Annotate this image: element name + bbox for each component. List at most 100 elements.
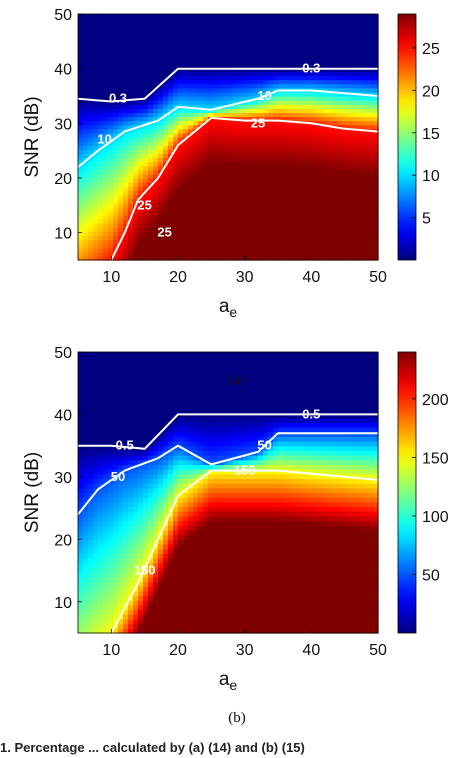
heatmap-cell xyxy=(113,79,119,85)
heatmap-cell xyxy=(118,539,124,545)
heatmap-cell xyxy=(333,63,339,68)
heatmap-cell xyxy=(93,120,99,126)
heatmap-cell xyxy=(283,14,289,19)
heatmap-cell xyxy=(268,141,274,146)
heatmap-cell xyxy=(373,149,379,154)
heatmap-cell xyxy=(203,247,209,253)
heatmap-cell xyxy=(338,18,344,23)
heatmap-cell xyxy=(188,553,194,559)
heatmap-cell xyxy=(203,42,209,48)
heatmap-cell xyxy=(253,104,259,109)
heatmap-cell xyxy=(93,375,99,381)
heatmap-cell xyxy=(168,50,174,56)
heatmap-cell xyxy=(318,26,324,31)
heatmap-cell xyxy=(333,112,339,118)
heatmap-cell xyxy=(153,219,159,224)
heatmap-cell xyxy=(123,548,129,554)
colorbar xyxy=(397,13,417,261)
heatmap-cell xyxy=(133,558,139,564)
heatmap-cell xyxy=(343,161,349,167)
heatmap-cell xyxy=(153,520,159,526)
heatmap-cell xyxy=(198,243,204,249)
heatmap-cell xyxy=(118,202,124,208)
heatmap-cell xyxy=(348,153,354,159)
heatmap-cell xyxy=(158,239,164,245)
heatmap-cell xyxy=(208,214,214,220)
heatmap-cell xyxy=(223,71,229,77)
heatmap-cell xyxy=(83,42,89,48)
heatmap-cell xyxy=(253,22,259,27)
heatmap-cell xyxy=(133,380,139,386)
heatmap-cell xyxy=(168,235,174,241)
heatmap-cell xyxy=(343,104,349,109)
heatmap-cell xyxy=(158,614,164,620)
heatmap-cell xyxy=(373,153,379,159)
heatmap-cell xyxy=(283,210,289,216)
heatmap-cell xyxy=(183,26,189,31)
heatmap-cell xyxy=(83,145,89,150)
heatmap-cell xyxy=(88,169,94,175)
heatmap-cell xyxy=(88,227,94,232)
heatmap-cell xyxy=(108,153,114,159)
heatmap-cell xyxy=(173,520,179,526)
heatmap-cell xyxy=(173,251,179,257)
heatmap-cell xyxy=(173,104,179,109)
heatmap-cell xyxy=(163,614,169,620)
heatmap-cell xyxy=(123,38,129,44)
heatmap-cell xyxy=(243,186,249,191)
heatmap-cell xyxy=(298,22,304,27)
heatmap-cell xyxy=(168,417,174,423)
heatmap-cell xyxy=(268,243,274,249)
heatmap-cell xyxy=(168,483,174,489)
heatmap-cell xyxy=(268,112,274,118)
heatmap-cell xyxy=(358,231,364,236)
heatmap-cell xyxy=(153,112,159,118)
heatmap-cell xyxy=(303,14,309,19)
heatmap-cell xyxy=(163,492,169,498)
heatmap-cell xyxy=(158,59,164,64)
heatmap-cell xyxy=(233,18,239,23)
heatmap-cell xyxy=(203,100,209,105)
heatmap-cell xyxy=(213,75,219,81)
heatmap-cell xyxy=(178,169,184,175)
heatmap-cell xyxy=(88,251,94,257)
heatmap-cell xyxy=(163,235,169,241)
heatmap-cell xyxy=(93,356,99,362)
heatmap-cell xyxy=(118,366,124,372)
heatmap-cell xyxy=(358,153,364,159)
heatmap-cell xyxy=(153,417,159,423)
heatmap-cell xyxy=(308,108,314,113)
heatmap-cell xyxy=(113,182,119,187)
heatmap-cell xyxy=(133,478,139,484)
heatmap-cell xyxy=(113,586,119,592)
heatmap-cell xyxy=(298,165,304,171)
heatmap-cell xyxy=(233,59,239,64)
heatmap-cell xyxy=(88,14,94,19)
heatmap-cell xyxy=(318,153,324,159)
heatmap-cell xyxy=(313,186,319,191)
heatmap-cell xyxy=(353,206,359,212)
heatmap-cell xyxy=(258,137,264,142)
heatmap-cell xyxy=(113,153,119,159)
heatmap-cell xyxy=(268,149,274,154)
heatmap-cell xyxy=(263,100,269,105)
heatmap-cell xyxy=(133,231,139,236)
heatmap-cell xyxy=(168,469,174,475)
heatmap-cell xyxy=(93,255,99,261)
heatmap-cell xyxy=(278,132,284,138)
heatmap-cell xyxy=(173,431,179,437)
heatmap-cell xyxy=(343,128,349,134)
heatmap-cell xyxy=(298,145,304,150)
heatmap-cell xyxy=(83,214,89,220)
heatmap-cell xyxy=(223,198,229,204)
heatmap-cell xyxy=(113,120,119,126)
heatmap-cell xyxy=(178,251,184,257)
heatmap-cell xyxy=(133,46,139,52)
heatmap-cell xyxy=(88,198,94,204)
heatmap-cell xyxy=(228,124,234,130)
heatmap-cell xyxy=(328,247,334,253)
heatmap-cell xyxy=(358,223,364,228)
heatmap-cell xyxy=(178,161,184,167)
heatmap-cell xyxy=(308,34,314,40)
heatmap-cell xyxy=(103,112,109,118)
